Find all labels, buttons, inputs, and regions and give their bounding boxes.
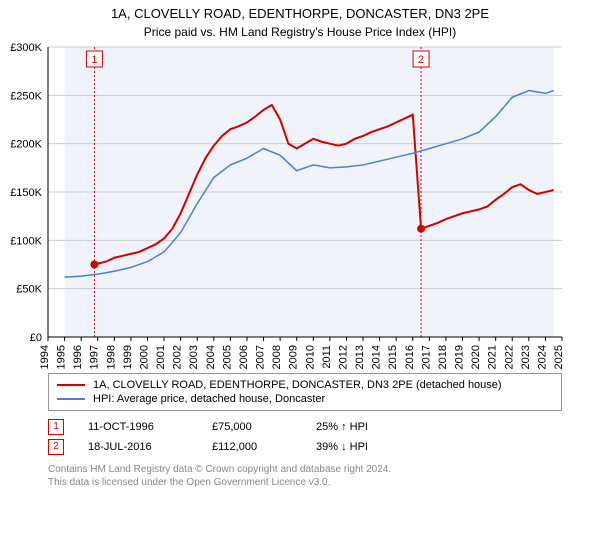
transaction-date: 18-JUL-2016: [88, 441, 188, 453]
svg-text:2020: 2020: [470, 345, 482, 369]
transaction-row: 1 11-OCT-1996 £75,000 25% ↑ HPI: [48, 417, 562, 437]
svg-text:2004: 2004: [205, 345, 217, 369]
svg-text:2022: 2022: [503, 345, 515, 369]
svg-text:£0: £0: [30, 332, 42, 344]
svg-text:2009: 2009: [288, 345, 300, 369]
transaction-delta: 25% ↑ HPI: [316, 421, 368, 433]
svg-text:2010: 2010: [304, 345, 316, 369]
svg-text:1996: 1996: [72, 345, 84, 369]
svg-text:2: 2: [418, 54, 424, 66]
svg-text:2003: 2003: [188, 345, 200, 369]
footnote: Contains HM Land Registry data © Crown c…: [48, 463, 562, 489]
svg-text:1: 1: [91, 54, 97, 66]
transaction-date: 11-OCT-1996: [88, 421, 188, 433]
svg-text:£300K: £300K: [10, 42, 42, 54]
chart-title: 1A, CLOVELLY ROAD, EDENTHORPE, DONCASTER…: [0, 0, 600, 23]
legend: 1A, CLOVELLY ROAD, EDENTHORPE, DONCASTER…: [48, 373, 562, 411]
svg-text:2014: 2014: [371, 345, 383, 369]
svg-text:£100K: £100K: [10, 235, 42, 247]
svg-text:2008: 2008: [271, 345, 283, 369]
svg-text:2019: 2019: [454, 345, 466, 369]
legend-label: 1A, CLOVELLY ROAD, EDENTHORPE, DONCASTER…: [93, 379, 502, 391]
svg-text:£200K: £200K: [10, 139, 42, 151]
svg-text:2012: 2012: [337, 345, 349, 369]
svg-text:2005: 2005: [221, 345, 233, 369]
svg-text:1997: 1997: [89, 345, 101, 369]
svg-text:£150K: £150K: [10, 187, 42, 199]
price-chart: £0 £50K £100K £150K £200K £250K £300K 1994 1995 1…: [0, 39, 600, 369]
svg-text:2011: 2011: [321, 345, 333, 369]
svg-text:2017: 2017: [420, 345, 432, 369]
svg-text:2023: 2023: [520, 345, 532, 369]
svg-text:2024: 2024: [536, 345, 548, 369]
svg-text:£50K: £50K: [16, 284, 42, 296]
svg-text:£250K: £250K: [10, 90, 42, 102]
svg-text:2006: 2006: [238, 345, 250, 369]
svg-text:2013: 2013: [354, 345, 366, 369]
transactions-table: 1 11-OCT-1996 £75,000 25% ↑ HPI 2 18-JUL-2016…: [48, 417, 562, 457]
svg-text:1995: 1995: [56, 345, 68, 369]
transaction-delta: 39% ↓ HPI: [316, 441, 368, 453]
transaction-price: £75,000: [212, 421, 292, 433]
transaction-price: £112,000: [212, 441, 292, 453]
transaction-badge: 2: [48, 439, 64, 455]
svg-text:2002: 2002: [172, 345, 184, 369]
svg-text:1999: 1999: [122, 345, 134, 369]
legend-item: 1A, CLOVELLY ROAD, EDENTHORPE, DONCASTER…: [57, 378, 553, 392]
legend-swatch: [57, 384, 85, 386]
legend-item: HPI: Average price, detached house, Donc…: [57, 392, 553, 406]
svg-text:2025: 2025: [553, 345, 565, 369]
svg-text:1994: 1994: [39, 345, 51, 369]
transaction-row: 2 18-JUL-2016 £112,000 39% ↓ HPI: [48, 437, 562, 457]
legend-swatch: [57, 398, 85, 400]
transaction-badge: 1: [48, 419, 64, 435]
svg-text:2000: 2000: [138, 345, 150, 369]
chart-subtitle: Price paid vs. HM Land Registry's House …: [0, 23, 600, 39]
svg-text:2015: 2015: [387, 345, 399, 369]
svg-text:2018: 2018: [437, 345, 449, 369]
svg-text:2007: 2007: [255, 345, 267, 369]
legend-label: HPI: Average price, detached house, Donc…: [93, 393, 325, 405]
svg-text:2016: 2016: [404, 345, 416, 369]
svg-text:2021: 2021: [487, 345, 499, 369]
footnote-line: Contains HM Land Registry data © Crown c…: [48, 463, 562, 476]
svg-text:1998: 1998: [105, 345, 117, 369]
footnote-line: This data is licensed under the Open Gov…: [48, 476, 562, 489]
svg-text:2001: 2001: [155, 345, 167, 369]
